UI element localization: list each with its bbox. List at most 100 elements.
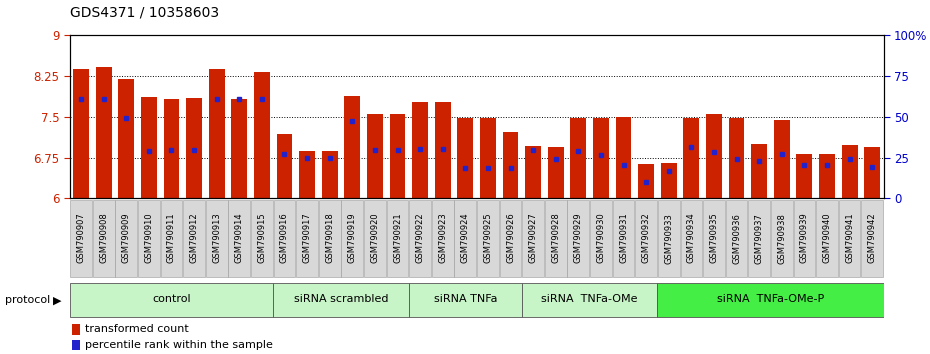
Text: GSM790928: GSM790928	[551, 213, 560, 263]
FancyBboxPatch shape	[703, 200, 724, 277]
Bar	[96, 67, 112, 198]
FancyBboxPatch shape	[93, 200, 114, 277]
FancyBboxPatch shape	[635, 200, 657, 277]
Text: GSM790942: GSM790942	[868, 213, 877, 263]
Text: GSM790907: GSM790907	[76, 213, 86, 263]
Bar	[706, 114, 722, 198]
Text: siRNA  TNFa-OMe: siRNA TNFa-OMe	[541, 294, 638, 304]
Bar	[164, 99, 179, 198]
Text: GSM790911: GSM790911	[167, 213, 176, 263]
Text: GSM790915: GSM790915	[258, 213, 266, 263]
Text: GSM790936: GSM790936	[732, 213, 741, 263]
Text: GSM790927: GSM790927	[528, 213, 538, 263]
Bar	[570, 118, 586, 198]
Text: GSM790923: GSM790923	[438, 213, 447, 263]
Text: GSM790932: GSM790932	[642, 213, 651, 263]
FancyBboxPatch shape	[522, 283, 658, 317]
FancyBboxPatch shape	[545, 200, 566, 277]
FancyBboxPatch shape	[409, 200, 431, 277]
FancyBboxPatch shape	[161, 200, 182, 277]
Text: GSM790920: GSM790920	[370, 213, 379, 263]
Bar	[684, 119, 699, 198]
Bar	[186, 98, 202, 198]
Text: siRNA scrambled: siRNA scrambled	[294, 294, 388, 304]
FancyBboxPatch shape	[839, 200, 860, 277]
Bar	[72, 340, 80, 350]
Text: GSM790924: GSM790924	[461, 213, 470, 263]
FancyBboxPatch shape	[523, 200, 544, 277]
Text: GSM790916: GSM790916	[280, 213, 289, 263]
Text: GSM790914: GSM790914	[234, 213, 244, 263]
FancyBboxPatch shape	[273, 200, 296, 277]
Bar	[276, 134, 292, 198]
FancyBboxPatch shape	[477, 200, 498, 277]
FancyBboxPatch shape	[409, 283, 522, 317]
Bar	[232, 99, 247, 198]
Text: GSM790941: GSM790941	[845, 213, 854, 263]
Bar	[661, 163, 677, 198]
Text: GSM790912: GSM790912	[190, 213, 199, 263]
Text: siRNA TNFa: siRNA TNFa	[433, 294, 497, 304]
FancyBboxPatch shape	[567, 200, 590, 277]
FancyBboxPatch shape	[319, 200, 340, 277]
FancyBboxPatch shape	[251, 200, 272, 277]
Bar	[774, 120, 790, 198]
Bar	[299, 151, 315, 198]
Bar	[390, 114, 405, 198]
Text: GSM790910: GSM790910	[144, 213, 153, 263]
Text: GSM790939: GSM790939	[800, 213, 809, 263]
FancyBboxPatch shape	[817, 200, 838, 277]
Bar	[864, 147, 880, 198]
FancyBboxPatch shape	[229, 200, 250, 277]
Text: GSM790931: GSM790931	[619, 213, 628, 263]
Text: GSM790921: GSM790921	[393, 213, 402, 263]
Text: transformed count: transformed count	[85, 324, 189, 334]
FancyBboxPatch shape	[658, 283, 884, 317]
Text: GSM790919: GSM790919	[348, 213, 357, 263]
Bar	[638, 164, 654, 198]
FancyBboxPatch shape	[771, 200, 792, 277]
Text: GSM790908: GSM790908	[100, 213, 108, 263]
FancyBboxPatch shape	[861, 200, 884, 277]
Text: percentile rank within the sample: percentile rank within the sample	[85, 340, 272, 350]
Text: control: control	[153, 294, 191, 304]
Text: siRNA  TNFa-OMe-P: siRNA TNFa-OMe-P	[717, 294, 824, 304]
FancyBboxPatch shape	[206, 200, 228, 277]
Bar	[73, 69, 89, 198]
Bar	[322, 151, 338, 198]
Text: GSM790935: GSM790935	[710, 213, 719, 263]
Bar	[367, 114, 383, 198]
Bar	[435, 102, 451, 198]
FancyBboxPatch shape	[115, 200, 137, 277]
FancyBboxPatch shape	[499, 200, 522, 277]
FancyBboxPatch shape	[70, 200, 92, 277]
Text: GSM790930: GSM790930	[596, 213, 605, 263]
Text: GSM790925: GSM790925	[484, 213, 492, 263]
Text: GSM790918: GSM790918	[326, 213, 334, 263]
Text: GSM790934: GSM790934	[687, 213, 696, 263]
Bar	[208, 69, 224, 198]
Bar	[616, 117, 631, 198]
FancyBboxPatch shape	[455, 200, 476, 277]
FancyBboxPatch shape	[793, 200, 816, 277]
Text: GSM790938: GSM790938	[777, 213, 786, 263]
FancyBboxPatch shape	[183, 200, 205, 277]
Bar	[118, 79, 134, 198]
Text: GSM790913: GSM790913	[212, 213, 221, 263]
Bar	[254, 72, 270, 198]
Text: GSM790922: GSM790922	[416, 213, 425, 263]
FancyBboxPatch shape	[70, 283, 273, 317]
FancyBboxPatch shape	[273, 283, 409, 317]
Text: GSM790940: GSM790940	[822, 213, 831, 263]
FancyBboxPatch shape	[681, 200, 702, 277]
Text: protocol: protocol	[5, 295, 50, 305]
Bar	[344, 96, 360, 198]
Bar	[480, 119, 496, 198]
FancyBboxPatch shape	[658, 200, 680, 277]
FancyBboxPatch shape	[341, 200, 363, 277]
Bar	[502, 132, 518, 198]
FancyBboxPatch shape	[613, 200, 634, 277]
FancyBboxPatch shape	[364, 200, 386, 277]
FancyBboxPatch shape	[138, 200, 160, 277]
Bar	[751, 144, 767, 198]
